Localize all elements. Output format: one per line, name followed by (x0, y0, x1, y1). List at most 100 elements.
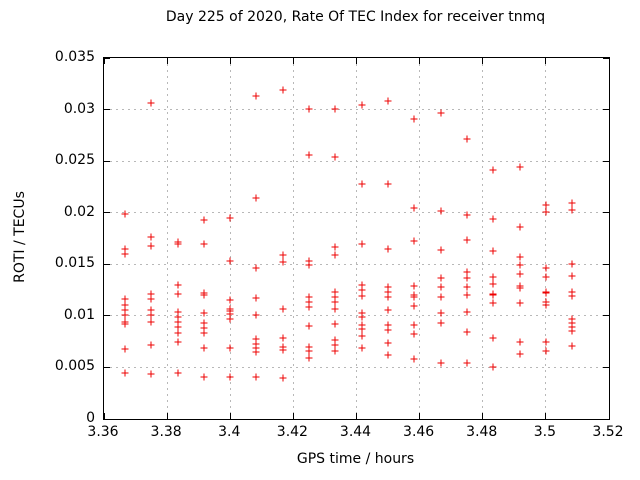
data-point-marker (384, 97, 392, 105)
data-point-marker (279, 86, 287, 94)
data-point-marker (279, 305, 287, 313)
data-point-marker (437, 109, 445, 117)
data-point-marker (252, 340, 260, 348)
data-point-marker (226, 310, 234, 318)
data-point-marker (147, 242, 155, 250)
x-tick-mark (419, 58, 421, 64)
data-point-marker (200, 309, 208, 317)
x-gridline (229, 58, 231, 419)
data-point-marker (358, 313, 366, 321)
data-point-marker (358, 332, 366, 340)
x-tick-mark (229, 58, 231, 64)
x-tick-label: 3.38 (150, 424, 182, 440)
data-point-marker (305, 347, 313, 355)
data-point-marker (200, 344, 208, 352)
data-point-marker (568, 199, 576, 207)
data-point-marker (305, 303, 313, 311)
y-tick-mark (104, 160, 110, 162)
x-tick-label: 3.42 (276, 424, 308, 440)
data-point-marker (516, 163, 524, 171)
data-point-marker (174, 281, 182, 289)
data-point-marker (200, 216, 208, 224)
data-point-marker (226, 344, 234, 352)
data-point-marker (331, 293, 339, 301)
data-point-marker (410, 115, 418, 123)
data-point-marker (147, 233, 155, 241)
data-point-marker (331, 288, 339, 296)
data-point-marker (437, 359, 445, 367)
data-point-marker (252, 373, 260, 381)
data-point-marker (489, 247, 497, 255)
data-point-marker (147, 341, 155, 349)
y-tick-mark (603, 160, 609, 162)
data-point-marker (121, 295, 129, 303)
data-point-marker (542, 347, 550, 355)
data-point-marker (147, 295, 155, 303)
data-point-marker (516, 223, 524, 231)
x-tick-mark (608, 58, 610, 64)
y-tick-mark (603, 418, 609, 420)
y-gridline (104, 212, 609, 214)
data-point-marker (279, 374, 287, 382)
data-point-marker (331, 305, 339, 313)
x-tick-mark (292, 413, 294, 419)
x-tick-mark (356, 413, 357, 419)
data-point-marker (252, 344, 260, 352)
data-point-marker (463, 359, 471, 367)
data-point-marker (489, 334, 497, 342)
data-point-marker (542, 264, 550, 272)
x-tick-label: 3.36 (87, 424, 119, 440)
data-point-marker (147, 318, 155, 326)
x-tick-label: 3.48 (466, 424, 498, 440)
data-point-marker (463, 291, 471, 299)
data-point-marker (358, 309, 366, 317)
data-point-marker (358, 180, 366, 188)
x-tick-label: 3.52 (592, 424, 624, 440)
data-point-marker (568, 272, 576, 280)
data-point-marker (410, 330, 418, 338)
data-point-marker (147, 290, 155, 298)
y-tick-mark (603, 57, 609, 59)
data-point-marker (489, 273, 497, 281)
data-point-marker (147, 306, 155, 314)
data-point-marker (252, 92, 260, 100)
data-point-marker (489, 299, 497, 307)
y-gridline (104, 315, 609, 317)
data-point-marker (437, 309, 445, 317)
x-gridline (419, 58, 421, 419)
x-tick-mark (356, 58, 357, 64)
y-tick-mark (104, 263, 110, 265)
x-tick-mark (292, 58, 294, 64)
data-point-marker (305, 298, 313, 306)
data-point-marker (516, 284, 524, 292)
y-tick-label: 0.005 (54, 358, 95, 375)
data-point-marker (226, 373, 234, 381)
data-point-marker (174, 323, 182, 331)
data-point-marker (489, 280, 497, 288)
x-tick-mark (103, 58, 105, 64)
y-tick-mark (603, 315, 609, 317)
data-point-marker (200, 324, 208, 332)
chart-title: Day 225 of 2020, Rate Of TEC Index for r… (165, 9, 546, 25)
x-gridline (356, 58, 357, 419)
data-point-marker (174, 290, 182, 298)
y-tick-label: 0.02 (63, 203, 95, 220)
data-point-marker (252, 294, 260, 302)
data-point-marker (305, 293, 313, 301)
data-point-marker (384, 326, 392, 334)
data-point-marker (489, 291, 497, 299)
data-point-marker (437, 293, 445, 301)
data-point-marker (384, 321, 392, 329)
data-point-marker (542, 208, 550, 216)
data-point-marker (516, 338, 524, 346)
data-point-marker (305, 105, 313, 113)
data-point-marker (568, 323, 576, 331)
x-tick-mark (482, 413, 484, 419)
data-point-marker (410, 302, 418, 310)
x-gridline (545, 58, 547, 419)
data-point-marker (174, 338, 182, 346)
data-point-marker (331, 347, 339, 355)
data-point-marker (410, 321, 418, 329)
y-tick-label: 0 (86, 410, 95, 426)
